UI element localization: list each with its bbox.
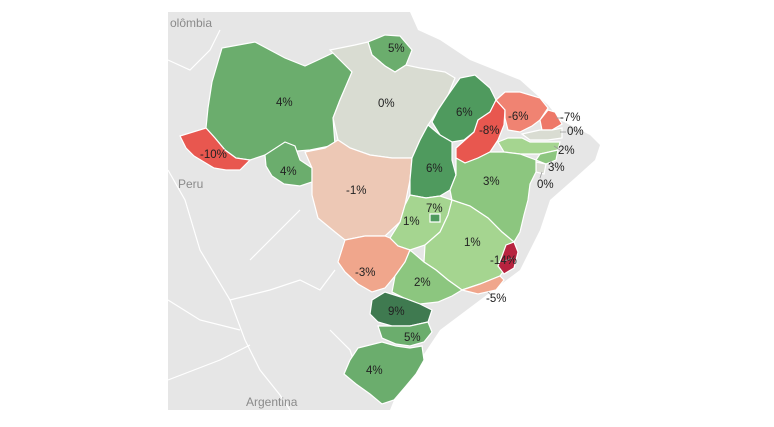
state-label-rio-grande-do-sul: 4% [366,365,383,377]
state-label-paraiba: 0% [567,126,584,138]
state-sao-paulo[interactable] [391,249,464,305]
neighbor-border-lines [167,29,361,411]
state-rio-grande-do-sul[interactable] [343,341,425,405]
state-acre[interactable] [179,127,252,171]
state-paraiba[interactable] [520,127,563,141]
state-label-para: 0% [378,98,395,110]
state-label-rio-grande-do-norte: -7% [560,112,580,124]
state-label-sao-paulo: 2% [414,277,431,289]
state-label-mato-grosso: -1% [346,185,366,197]
leader-espirito-santo [501,257,513,263]
state-label-parana: 9% [388,306,405,318]
state-santa-catarina[interactable] [377,321,433,347]
state-label-alagoas: 3% [548,162,565,174]
leader-rio-de-janeiro [487,291,493,297]
state-label-roraima: 5% [388,43,405,55]
state-label-pernambuco: 2% [558,145,575,157]
country-label-peru: Peru [178,177,203,191]
state-label-rondonia: 4% [280,166,297,178]
leader-sergipe [539,171,543,179]
leader-alagoas [549,159,555,167]
state-label-maranhao: 6% [456,107,473,119]
state-espirito-santo[interactable] [497,241,519,275]
state-label-espirito-santo: -14% [490,255,517,267]
state-label-piaui: -8% [479,125,499,137]
country-label-argentina: Argentina [246,395,298,409]
state-label-rio-de-janeiro: -5% [486,293,506,305]
state-label-distrito-federal: 7% [426,203,443,215]
state-label-amazonas: 4% [276,97,293,109]
state-label-sergipe: 0% [537,179,554,191]
state-label-bahia: 3% [483,176,500,188]
state-rio-de-janeiro[interactable] [459,275,505,295]
state-distrito-federal[interactable] [429,213,441,223]
state-ceara[interactable] [495,91,549,133]
state-sergipe[interactable] [535,161,547,175]
state-label-ceara: -6% [508,111,528,123]
leader-pernambuco [553,145,561,151]
state-label-minas-gerais: 1% [464,237,481,249]
state-label-goias: 1% [403,216,420,228]
state-label-tocantins: 6% [426,163,443,175]
state-label-mato-grosso-do-sul: -3% [355,267,375,279]
state-label-santa-catarina: 5% [404,332,421,344]
country-label-colombia: olômbia [170,16,212,30]
state-label-acre: -10% [200,149,227,161]
